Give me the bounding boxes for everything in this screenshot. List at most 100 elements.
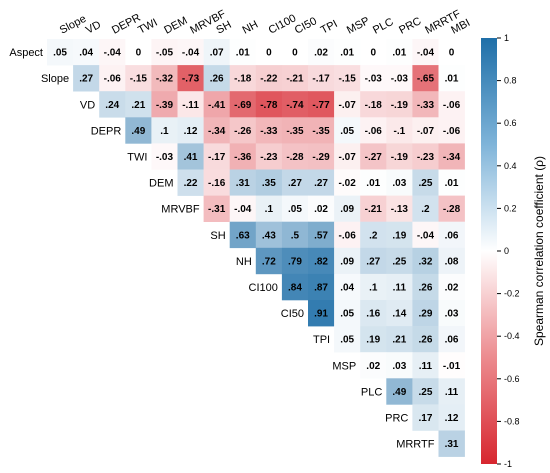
cell-value-label: -.77 bbox=[312, 100, 330, 111]
cell-value-label: .84 bbox=[288, 282, 302, 293]
heatmap-cell bbox=[360, 117, 387, 144]
cell-value-label: .08 bbox=[445, 256, 459, 267]
heatmap-cell bbox=[151, 117, 178, 144]
heatmap-cell bbox=[386, 169, 413, 196]
heatmap-cell bbox=[334, 221, 361, 249]
cell-value-label: .25 bbox=[418, 178, 432, 189]
heatmap-cell bbox=[255, 195, 283, 222]
row-label: MRRTF bbox=[396, 439, 435, 451]
heatmap-cell bbox=[412, 326, 439, 353]
cell-value-label: .11 bbox=[419, 361, 433, 372]
cell-value-label: -.19 bbox=[391, 152, 409, 163]
cell-value-label: 0 bbox=[136, 48, 142, 59]
cell-value-label: .41 bbox=[184, 152, 198, 163]
heatmap-cell bbox=[308, 169, 335, 196]
heatmap-cell bbox=[360, 352, 387, 379]
cell-value-label: -.1 bbox=[394, 126, 406, 137]
heatmap-cell bbox=[308, 221, 335, 249]
heatmap-cell bbox=[281, 195, 309, 222]
row-label: Aspect bbox=[9, 47, 43, 59]
heatmap-cell bbox=[438, 65, 465, 92]
colorbar-tick-label: 0.2 bbox=[504, 203, 517, 213]
heatmap-cell bbox=[203, 91, 230, 118]
heatmap-cell bbox=[412, 300, 439, 327]
heatmap-cell bbox=[281, 65, 309, 92]
cell-value-label: -.17 bbox=[312, 74, 330, 85]
cell-value-label: .16 bbox=[366, 309, 380, 320]
colorbar: 1 0.8 0.6 0.4 0.2 0 -0.2 -0.4 -0.6 -0.8 -1 Spearma… bbox=[481, 33, 546, 469]
heatmap-cell bbox=[177, 91, 204, 118]
heatmap-cell bbox=[386, 143, 413, 170]
cell-value-label: .72 bbox=[262, 256, 276, 267]
heatmap-cell bbox=[334, 65, 361, 92]
column-label: CI100 bbox=[267, 12, 299, 36]
heatmap-cell bbox=[334, 300, 361, 327]
cell-value-label: 0 bbox=[266, 48, 272, 59]
cell-value-label: .09 bbox=[340, 204, 354, 215]
heatmap-cell bbox=[229, 39, 257, 66]
heatmap-cell bbox=[386, 39, 413, 66]
heatmap-cell bbox=[255, 65, 283, 92]
column-label: PLC bbox=[371, 16, 396, 37]
cell-value-label: .43 bbox=[262, 230, 276, 241]
cell-value-label: .26 bbox=[418, 282, 432, 293]
cell-value-label: -.23 bbox=[417, 152, 435, 163]
cell-value-label: -.04 bbox=[417, 230, 435, 241]
cell-value-label: .27 bbox=[288, 178, 302, 189]
heatmap-cell bbox=[125, 117, 152, 144]
heatmap-cell bbox=[334, 247, 361, 275]
heatmap-cell bbox=[308, 91, 335, 118]
heatmap-cell bbox=[281, 247, 309, 275]
cell-value-label: 0 bbox=[292, 48, 298, 59]
cell-value-label: .07 bbox=[210, 48, 224, 59]
cell-value-label: .2 bbox=[421, 204, 430, 215]
heatmap-cell bbox=[125, 91, 152, 118]
cell-value-label: .25 bbox=[392, 256, 406, 267]
heatmap-cell bbox=[412, 91, 439, 118]
cell-value-label: .04 bbox=[340, 282, 354, 293]
row-label: MSP bbox=[332, 360, 356, 372]
row-label: PRC bbox=[385, 412, 408, 424]
row-label: DEPR bbox=[91, 125, 122, 137]
heatmap-cell bbox=[281, 117, 309, 144]
heatmap-cell bbox=[412, 143, 439, 170]
cell-value-label: .26 bbox=[418, 335, 432, 346]
cell-value-label: -.04 bbox=[417, 48, 435, 59]
cell-value-label: -.04 bbox=[104, 48, 122, 59]
cell-value-label: .03 bbox=[445, 309, 459, 320]
heatmap-cell bbox=[386, 273, 413, 301]
heatmap-cell bbox=[438, 39, 465, 66]
cell-value-label: .5 bbox=[291, 230, 300, 241]
heatmap-cell bbox=[281, 91, 309, 118]
heatmap-cell bbox=[203, 195, 230, 222]
cell-value-label: .03 bbox=[392, 361, 406, 372]
cell-value-label: -.34 bbox=[208, 126, 226, 137]
cell-value-label: .26 bbox=[210, 74, 224, 85]
heatmap-cell bbox=[412, 352, 439, 379]
heatmap-cell bbox=[412, 404, 439, 431]
cell-value-label: .09 bbox=[340, 256, 354, 267]
cell-value-label: -.07 bbox=[339, 100, 357, 111]
heatmap-cell bbox=[386, 300, 413, 327]
colorbar-tick-label: 0.4 bbox=[504, 161, 517, 171]
cell-value-label: -.35 bbox=[286, 126, 304, 137]
heatmap-cell bbox=[281, 143, 309, 170]
cell-value-label: .11 bbox=[393, 282, 407, 293]
heatmap-cell bbox=[438, 143, 465, 170]
heatmap-cell bbox=[360, 39, 387, 66]
cell-value-label: -.73 bbox=[182, 74, 200, 85]
cell-value-label: .11 bbox=[445, 387, 459, 398]
colorbar-tick-label: 1 bbox=[504, 33, 509, 43]
heatmap-cell bbox=[229, 195, 257, 222]
heatmap-cell bbox=[308, 143, 335, 170]
heatmap-cell bbox=[255, 143, 283, 170]
row-label: CI50 bbox=[281, 308, 304, 320]
cell-value-label: .19 bbox=[392, 230, 406, 241]
heatmap-cell bbox=[151, 65, 178, 92]
heatmap-cell bbox=[360, 221, 387, 249]
cell-value-label: -.15 bbox=[339, 74, 357, 85]
heatmap-cell bbox=[412, 169, 439, 196]
cell-value-label: .04 bbox=[79, 48, 93, 59]
heatmap-cell bbox=[99, 91, 126, 118]
